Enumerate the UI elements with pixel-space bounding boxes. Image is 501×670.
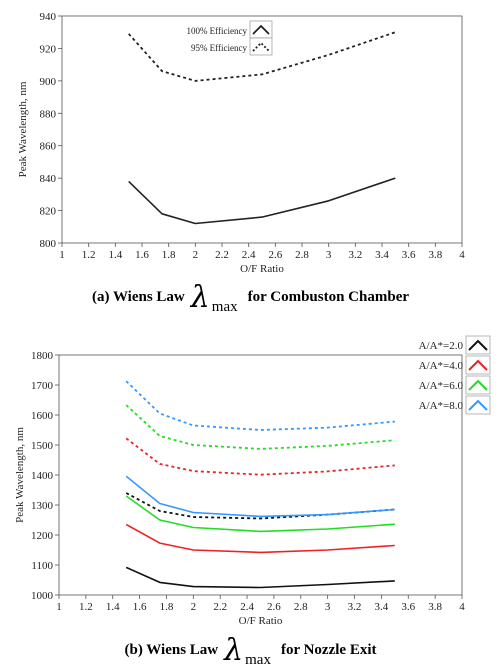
chart-b-series-line-3 — [125, 437, 395, 476]
chart-nozzle-exit: 1 1.2 1.4 1.6 1.8 2 2.2 2.4 2.6 2.8 3 3.2 3.4 3.6 3.8 4… — [14, 335, 491, 627]
caption-b-suffix: for Nozzle Exit — [280, 642, 377, 658]
chart-combustion-chamber: 1 1.2 1.4 1.6 1.8 2 2.2 2.4 2.6 2.8 3 3.2 3.4 3.6 3.8 4… — [17, 11, 465, 275]
chart-b-series-line-6 — [125, 475, 395, 518]
chart-b-y-tick-label: 1600 — [31, 410, 54, 422]
chart-a-x-tick-label: 1.4 — [108, 249, 122, 261]
chart-a-y-tick-label: 940 — [40, 11, 57, 23]
chart-a-legend-label-0: 100% Efficiency — [186, 26, 247, 36]
chart-a-series-line-0 — [128, 177, 396, 225]
chart-a-x-tick-label: 4 — [459, 249, 465, 261]
chart-b-y-tick-label: 1300 — [31, 500, 54, 512]
caption-b-lambda: λ — [224, 633, 244, 668]
caption-a-lambda: λ — [190, 280, 210, 315]
chart-a-x-tick-label: 3.8 — [428, 249, 442, 261]
chart-b-legend-swatch-0 — [468, 339, 488, 351]
chart-a-plot-frame — [61, 15, 463, 244]
chart-a-y-tick-label: 920 — [40, 43, 57, 55]
chart-a-x-tick-label: 1.6 — [135, 249, 149, 261]
chart-b-x-tick-label: 3.8 — [428, 601, 442, 613]
chart-b-legend-swatch-2 — [468, 359, 488, 371]
chart-b-y-tick-label: 1700 — [31, 380, 54, 392]
chart-b-x-tick-label: 4 — [459, 601, 465, 613]
chart-b-y-tick-label: 1100 — [31, 560, 53, 572]
chart-a-y-tick-label: 820 — [40, 206, 57, 218]
caption-b-subscript: max — [245, 652, 271, 668]
chart-a-x-tick-label: 3 — [326, 249, 332, 261]
chart-a-legend-box-0 — [249, 20, 273, 39]
chart-b-y-tick-label: 1200 — [31, 530, 54, 542]
chart-b-legend-box-6 — [465, 395, 491, 415]
chart-a-x-tick-label: 3.2 — [348, 249, 362, 261]
chart-a-legend-box-1 — [249, 37, 273, 56]
caption-b: (b) Wiens Law λ max for Nozzle Exit — [0, 633, 501, 669]
caption-a: (a) Wiens Law λ max for Combuston Chamber — [0, 280, 501, 316]
chart-b-x-tick-label: 2.2 — [213, 601, 227, 613]
chart-b-series-line-0 — [125, 566, 395, 589]
chart-b-x-tick-label: 2.8 — [294, 601, 308, 613]
chart-b-x-tick-label: 3.6 — [401, 601, 415, 613]
chart-a-y-tick-label: 860 — [40, 141, 57, 153]
chart-b-legend-swatch-4 — [468, 379, 488, 391]
chart-b-x-tick-label: 3.4 — [375, 601, 389, 613]
chart-b-x-tick-label: 1.6 — [133, 601, 147, 613]
chart-a-x-tick-label: 3.6 — [402, 249, 416, 261]
chart-b-y-tick-label: 1800 — [31, 350, 54, 362]
chart-a-y-axis-label: Peak Wavelength, nm — [17, 81, 29, 177]
chart-a-x-tick-label: 2.4 — [242, 249, 256, 261]
caption-b-prefix: (b) Wiens Law — [124, 642, 219, 658]
chart-b-x-tick-label: 2.4 — [240, 601, 254, 613]
chart-b-legend-label-6: A/A*=8.0 — [419, 400, 464, 412]
chart-b-y-axis-label: Peak Wavelength, nm — [14, 427, 26, 523]
chart-b-x-tick-label: 2 — [191, 601, 197, 613]
chart-a-y-tick-label: 880 — [40, 108, 57, 120]
chart-a-x-tick-label: 1.8 — [162, 249, 176, 261]
chart-a-y-tick-label: 840 — [40, 173, 57, 185]
chart-b-x-tick-label: 3.2 — [348, 601, 362, 613]
chart-a-x-tick-label: 1 — [59, 249, 65, 261]
chart-a-y-tick-label: 900 — [40, 76, 57, 88]
chart-b-series-line-7 — [125, 380, 395, 431]
chart-b-legend-box-0 — [465, 335, 491, 355]
chart-b-x-tick-label: 1 — [56, 601, 62, 613]
chart-b-x-axis-label: O/F Ratio — [239, 615, 283, 627]
chart-b-series-line-5 — [125, 404, 395, 450]
chart-b-plot-frame — [58, 354, 463, 596]
caption-a-prefix: (a) Wiens Law — [91, 289, 185, 305]
chart-b-series-line-4 — [125, 495, 395, 533]
chart-a-x-axis-label: O/F Ratio — [240, 263, 284, 275]
chart-b-x-tick-label: 2.6 — [267, 601, 281, 613]
chart-b-legend-label-2: A/A*=4.0 — [419, 360, 464, 372]
chart-b-x-tick-label: 1.8 — [160, 601, 174, 613]
chart-a-x-tick-label: 1.2 — [82, 249, 96, 261]
chart-b-legend-swatch-6 — [468, 399, 488, 411]
chart-b-y-tick-label: 1000 — [31, 590, 54, 602]
caption-a-subscript: max — [211, 299, 238, 315]
chart-a-legend-label-1: 95% Efficiency — [191, 43, 248, 53]
chart-a-legend-swatch-0 — [252, 24, 270, 35]
chart-b-x-tick-label: 3 — [325, 601, 331, 613]
chart-b-legend-box-4 — [465, 375, 491, 395]
chart-a-x-tick-label: 3.4 — [375, 249, 389, 261]
chart-b-y-tick-label: 1400 — [31, 470, 54, 482]
chart-b-x-tick-label: 1.4 — [106, 601, 120, 613]
chart-b-y-tick-label: 1500 — [31, 440, 54, 452]
chart-b-legend-label-4: A/A*=6.0 — [419, 380, 464, 392]
chart-b-legend-box-2 — [465, 355, 491, 375]
chart-a-x-tick-label: 2.8 — [295, 249, 309, 261]
chart-b-x-tick-label: 1.2 — [79, 601, 93, 613]
chart-a-x-tick-label: 2.6 — [268, 249, 282, 261]
chart-b-legend-label-0: A/A*=2.0 — [419, 340, 464, 352]
chart-b-series-line-2 — [125, 523, 395, 554]
chart-a-x-tick-label: 2.2 — [215, 249, 229, 261]
caption-a-suffix: for Combuston Chamber — [247, 289, 410, 305]
chart-a-y-tick-label: 800 — [40, 238, 57, 250]
chart-a-x-tick-label: 2 — [193, 249, 199, 261]
